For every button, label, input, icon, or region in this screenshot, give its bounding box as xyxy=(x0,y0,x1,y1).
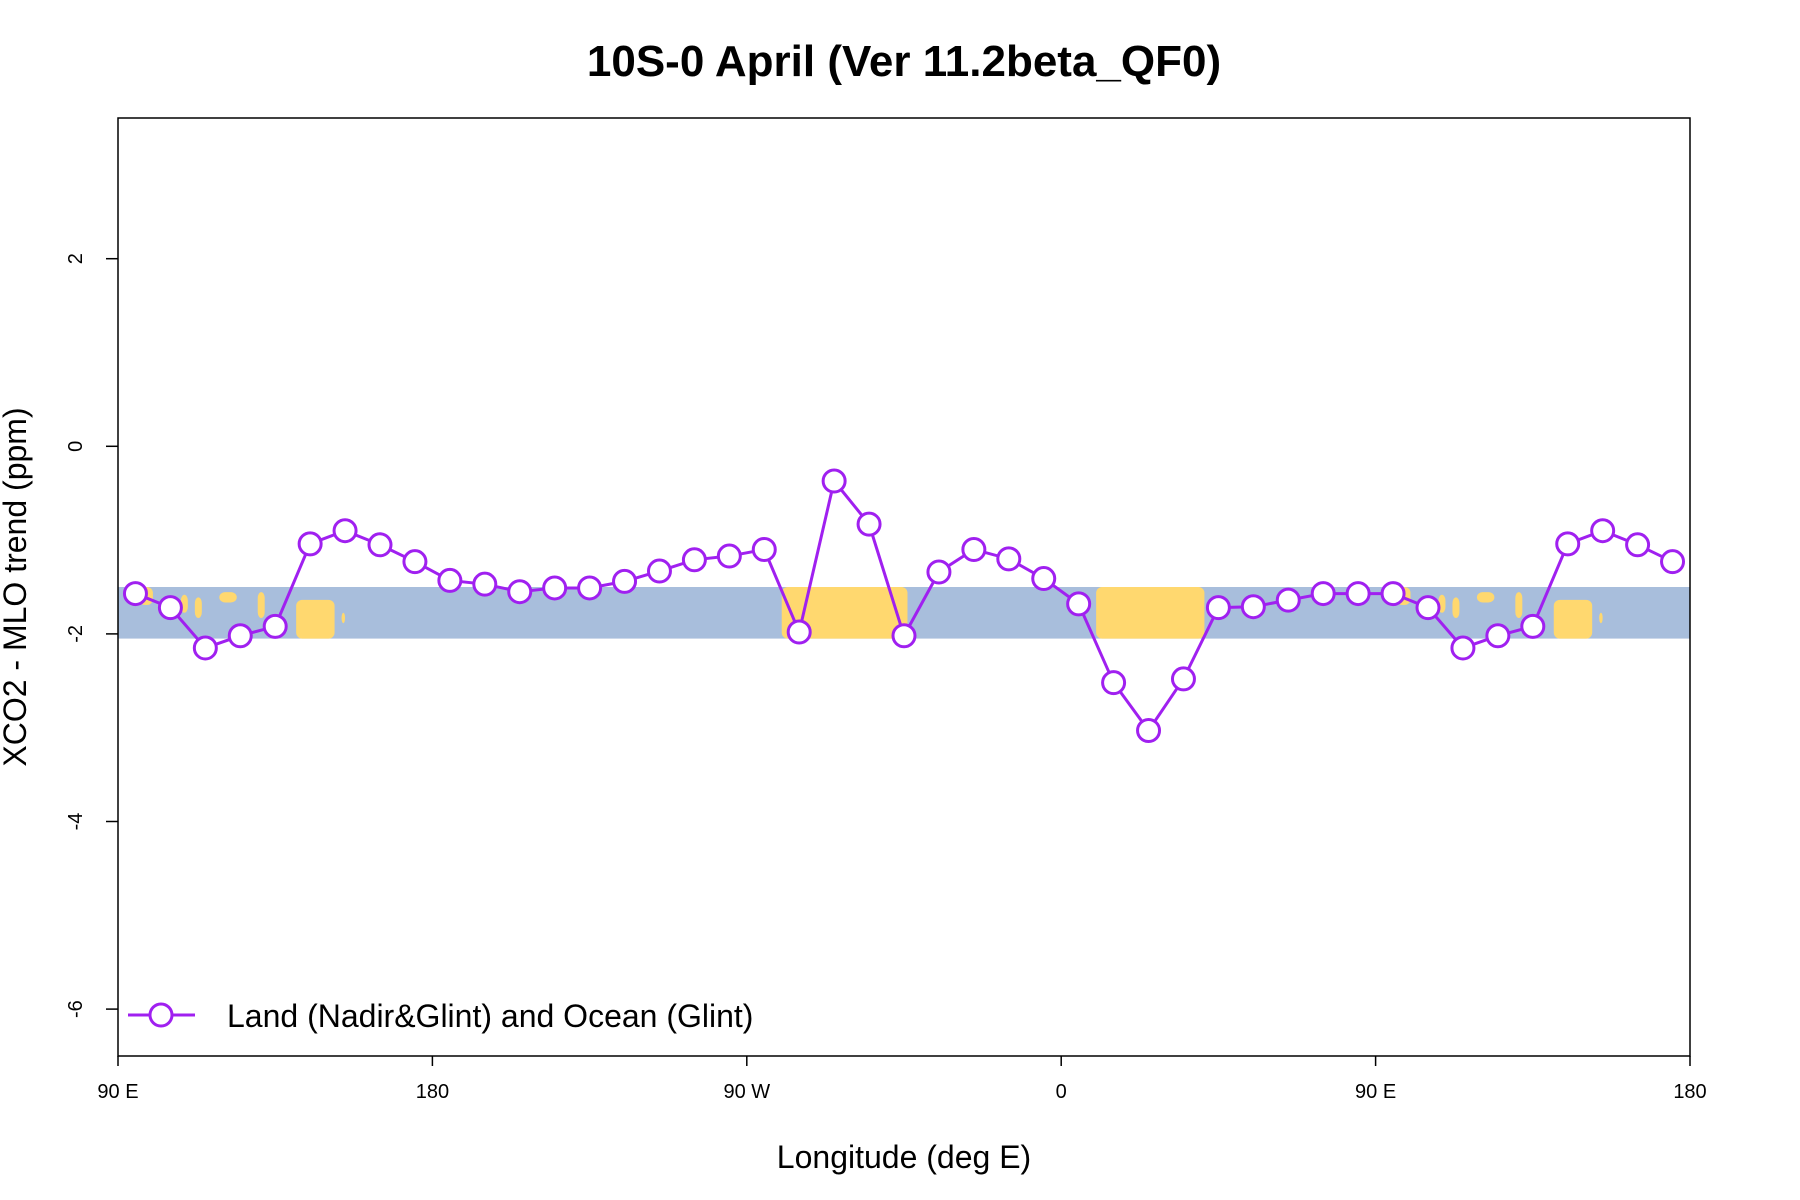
data-point xyxy=(1520,613,1546,639)
y-tick-label: -4 xyxy=(65,813,87,831)
y-tick-label: -6 xyxy=(65,1000,87,1018)
data-point xyxy=(1450,635,1476,661)
data-point xyxy=(1415,595,1441,621)
data-point xyxy=(961,536,987,562)
data-point xyxy=(1240,594,1266,620)
data-point xyxy=(1066,591,1092,617)
land-patch xyxy=(257,592,265,618)
x-axis: 90 E 180 90 W 0 90 E 180 xyxy=(97,1056,1707,1103)
data-point xyxy=(1590,518,1616,544)
data-point xyxy=(856,511,882,537)
data-point xyxy=(437,567,463,593)
y-tick-label: -2 xyxy=(65,625,87,643)
data-point xyxy=(367,532,393,558)
data-point xyxy=(681,547,707,573)
chart-title: 10S-0 April (Ver 11.2beta_QF0) xyxy=(587,37,1221,86)
x-axis-label: Longitude (deg E) xyxy=(777,1139,1031,1175)
x-tick-label: 90 E xyxy=(1355,1081,1396,1103)
data-point xyxy=(996,546,1022,572)
data-point xyxy=(1625,532,1651,558)
land-patch xyxy=(1452,597,1460,618)
x-tick-label: 180 xyxy=(416,1081,449,1103)
data-point xyxy=(1170,666,1196,692)
y-tick-label: 0 xyxy=(65,441,87,452)
y-tick-label: 2 xyxy=(65,253,87,264)
data-point xyxy=(1031,566,1057,592)
data-point xyxy=(786,619,812,645)
y-axis: 2 0 -2 -4 -6 xyxy=(65,253,118,1018)
data-point xyxy=(192,635,218,661)
x-tick-label: 180 xyxy=(1673,1081,1706,1103)
y-axis-label: XCO2 - MLO trend (ppm) xyxy=(0,407,33,766)
legend-marker xyxy=(148,1002,174,1028)
data-point xyxy=(227,623,253,649)
data-point xyxy=(472,571,498,597)
land-patch xyxy=(341,612,346,624)
land-patches xyxy=(138,587,1603,639)
data-point xyxy=(157,595,183,621)
data-point xyxy=(1275,587,1301,613)
data-point xyxy=(646,558,672,584)
land-patch xyxy=(1599,612,1603,624)
data-point xyxy=(542,575,568,601)
data-point xyxy=(821,468,847,494)
data-point xyxy=(1555,531,1581,557)
data-point xyxy=(926,559,952,585)
land-patch xyxy=(1553,599,1593,639)
data-point xyxy=(1380,581,1406,607)
land-patch xyxy=(296,599,335,639)
series-land-ocean xyxy=(122,468,1686,744)
data-point xyxy=(402,549,428,575)
data-point xyxy=(1485,623,1511,649)
legend-label: Land (Nadir&Glint) and Ocean (Glint) xyxy=(227,998,753,1034)
legend: Land (Nadir&Glint) and Ocean (Glint) xyxy=(128,998,753,1034)
data-point xyxy=(751,536,777,562)
data-point xyxy=(577,575,603,601)
data-point xyxy=(1205,595,1231,621)
data-point xyxy=(332,518,358,544)
data-point xyxy=(262,613,288,639)
data-point xyxy=(1101,670,1127,696)
data-point xyxy=(507,579,533,605)
data-point xyxy=(1310,581,1336,607)
land-patch xyxy=(781,587,908,639)
data-point xyxy=(1345,581,1371,607)
land-patch xyxy=(1515,592,1523,618)
data-point xyxy=(891,623,917,649)
data-point xyxy=(122,581,148,607)
x-tick-label: 90 E xyxy=(97,1081,138,1103)
land-patch xyxy=(1096,587,1205,639)
data-point xyxy=(612,568,638,594)
plot-frame xyxy=(117,117,1691,1057)
data-point xyxy=(297,531,323,557)
data-point xyxy=(1660,549,1686,575)
land-patch xyxy=(194,597,202,618)
data-point xyxy=(716,543,742,569)
x-tick-label: 90 W xyxy=(723,1081,770,1103)
land-patch xyxy=(219,592,237,603)
data-point xyxy=(1136,718,1162,744)
x-tick-label: 0 xyxy=(1056,1081,1067,1103)
land-patch xyxy=(1476,592,1495,603)
